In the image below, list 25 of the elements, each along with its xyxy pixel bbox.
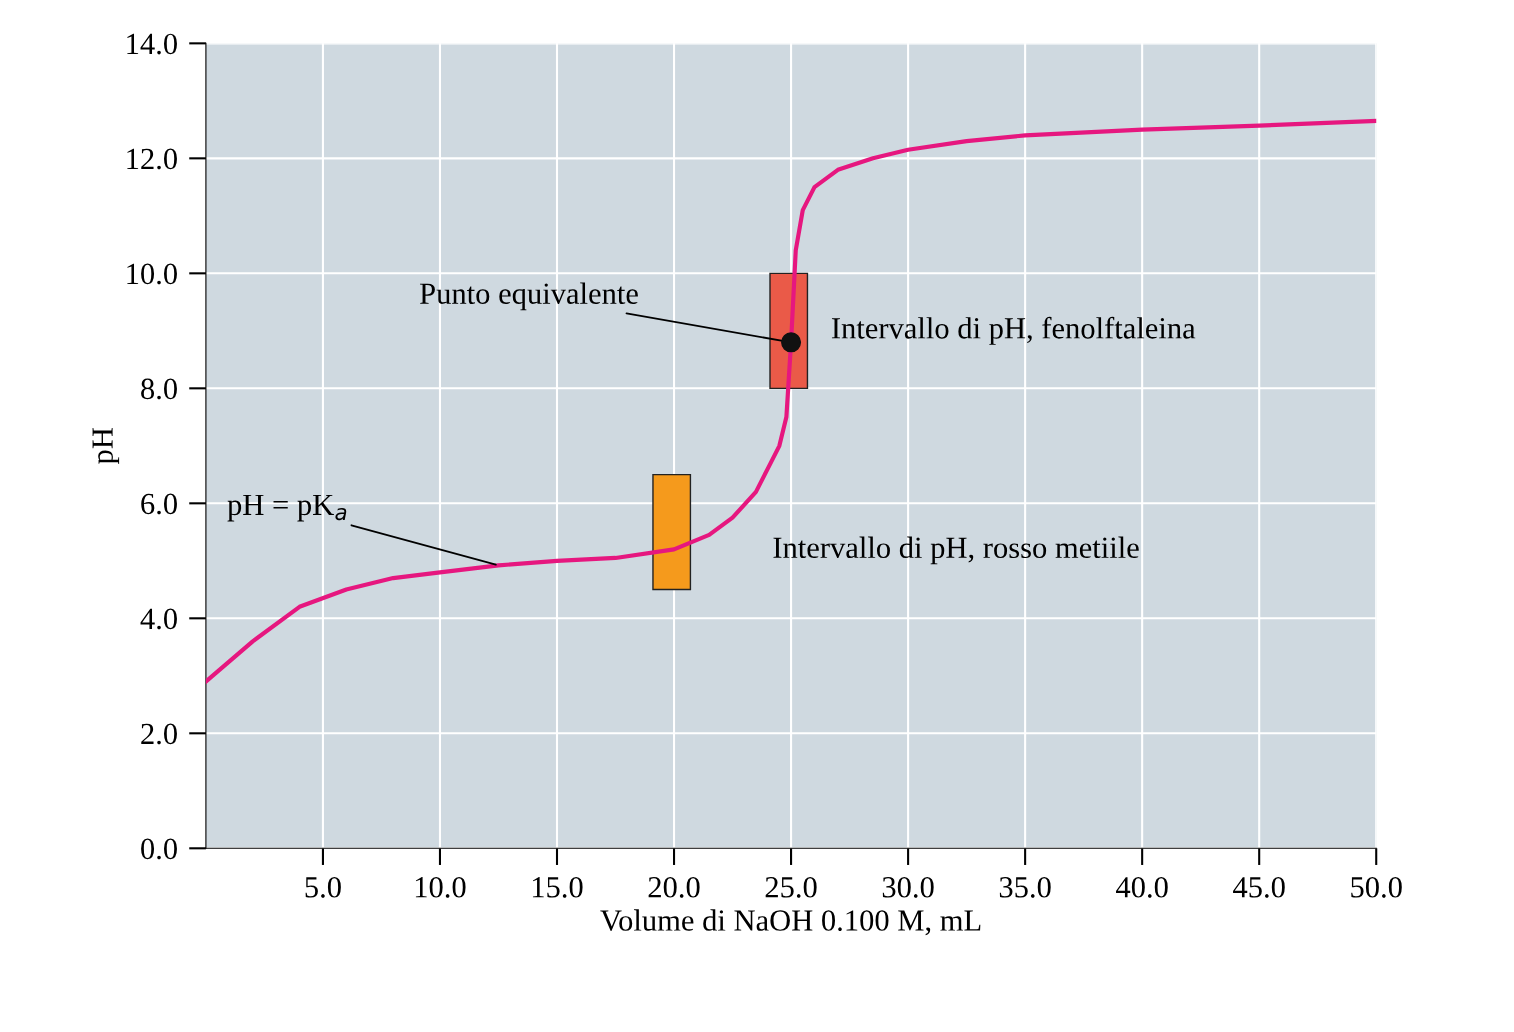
x-tick-label: 25.0 (765, 876, 817, 898)
y-tick-label: 10.0 (127, 263, 177, 285)
annotation: Intervallo di pH, fenolftaleina (831, 316, 1196, 345)
y-tick-label: 2.0 (141, 723, 177, 745)
y-tick-label: 4.0 (140, 608, 177, 630)
annotation: Punto equivalente (420, 282, 638, 311)
y-tick-label: 12.0 (127, 148, 177, 170)
x-tick-label: 35.0 (999, 876, 1051, 898)
x-tick-label: 10.0 (415, 876, 466, 898)
y-tick-label: 0.0 (141, 838, 177, 860)
x-tick-label: 20.0 (648, 876, 700, 898)
x-tick-label: 40.0 (1116, 876, 1168, 898)
x-tick-label: 15.0 (532, 876, 583, 898)
x-tick-label: 5.0 (305, 876, 341, 898)
x-axis-title: Volume di NaOH 0.100 M, mL (600, 909, 981, 936)
y-axis-title: pH (92, 428, 120, 464)
x-tick-label: 30.0 (882, 876, 934, 898)
line-series (205, 118, 1377, 684)
annotation: Intervallo di pH, rosso metiile (773, 536, 1139, 565)
y-tick-label: 6.0 (141, 493, 177, 515)
x-tick-label: 50.0 (1351, 876, 1402, 898)
annotation: pH = pK$_{a}$ (227, 494, 347, 522)
x-tick-label: 45.0 (1233, 876, 1285, 898)
y-tick-label: 8.0 (141, 378, 177, 400)
y-tick-label: 14.0 (127, 33, 177, 55)
